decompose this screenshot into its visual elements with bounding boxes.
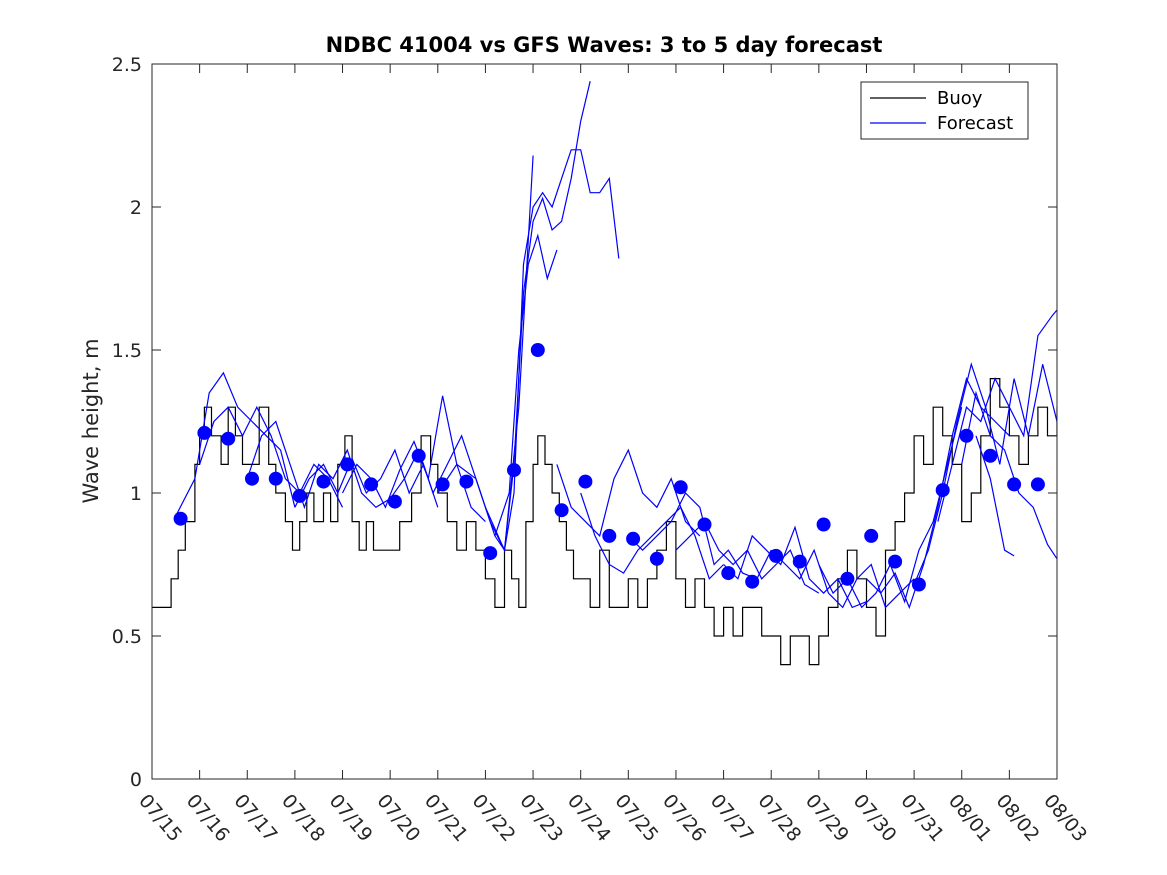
y-tick-label: 0.5 <box>112 626 142 648</box>
forecast-run-line-3 <box>246 420 391 510</box>
y-tick-label: 0 <box>130 769 142 791</box>
forecast-point-23 <box>697 517 712 532</box>
y-tick-label: 2.5 <box>112 54 142 76</box>
forecast-point-35 <box>983 448 998 463</box>
forecast-point-15 <box>507 463 521 478</box>
forecast-point-10 <box>387 494 402 509</box>
forecast-run-line-10 <box>556 448 701 538</box>
forecast-point-12 <box>435 477 450 492</box>
y-tick-label: 1.5 <box>112 340 142 362</box>
forecast-run-line-15 <box>770 548 915 609</box>
forecast-point-24 <box>721 566 736 581</box>
forecast-point-6 <box>292 488 307 503</box>
forecast-point-2 <box>197 425 212 440</box>
forecast-point-16 <box>530 343 545 357</box>
forecast-point-26 <box>769 548 783 563</box>
forecast-point-1 <box>173 511 188 526</box>
forecast-point-33 <box>935 483 950 498</box>
axes-box <box>151 63 1058 780</box>
forecast-point-17 <box>554 503 569 518</box>
forecast-point-28 <box>816 517 831 532</box>
legend: Buoy Forecast <box>860 81 1029 140</box>
forecast-point-37 <box>1030 477 1045 492</box>
forecast-point-4 <box>245 471 259 486</box>
legend-entry-label: Forecast <box>937 113 1013 134</box>
forecast-run-line-7 <box>437 149 620 552</box>
forecast-point-13 <box>459 474 474 489</box>
forecast-run-line-17 <box>866 376 1010 610</box>
forecast-point-14 <box>483 546 498 561</box>
forecast-point-34 <box>959 428 974 443</box>
forecast-run-line-14 <box>723 525 867 609</box>
y-tick-label: 1 <box>130 483 142 505</box>
forecast-point-8 <box>340 457 355 472</box>
forecast-run-line-12 <box>627 491 772 580</box>
forecast-run-line-20 <box>961 390 1057 560</box>
forecast-run-line-9 <box>494 233 558 537</box>
forecast-point-36 <box>1007 477 1022 492</box>
forecast-point-18 <box>578 474 593 489</box>
forecast-point-21 <box>649 551 664 566</box>
chart-title: NDBC 41004 vs GFS Waves: 3 to 5 day fore… <box>326 33 883 57</box>
forecast-point-32 <box>911 577 926 592</box>
forecast-point-9 <box>364 477 379 492</box>
forecast-point-31 <box>888 554 903 569</box>
forecast-run-line-8 <box>484 81 591 553</box>
forecast-point-30 <box>864 528 879 543</box>
forecast-point-27 <box>792 554 807 569</box>
forecast-point-5 <box>268 471 283 486</box>
forecast-point-19 <box>602 528 617 543</box>
legend-entry-label: Buoy <box>937 88 983 109</box>
forecast-run-line-21 <box>975 435 1015 557</box>
legend-box <box>860 81 1029 140</box>
y-axis-label: Wave height, m <box>79 338 103 503</box>
forecast-point-11 <box>411 448 426 463</box>
forecast-run-line-19 <box>937 309 1057 522</box>
forecast-run-line-1 <box>175 371 296 517</box>
forecast-point-22 <box>673 480 688 495</box>
buoy-series-line <box>152 378 1057 666</box>
forecast-point-29 <box>840 571 855 586</box>
forecast-point-7 <box>316 474 331 489</box>
forecast-point-25 <box>745 574 760 589</box>
plot-area <box>152 81 1057 666</box>
forecast-run-line-11 <box>580 492 725 580</box>
forecast-point-3 <box>221 431 236 446</box>
y-tick-label: 2 <box>130 197 142 219</box>
forecast-point-20 <box>626 531 641 546</box>
forecast-run-line-4 <box>294 448 439 508</box>
